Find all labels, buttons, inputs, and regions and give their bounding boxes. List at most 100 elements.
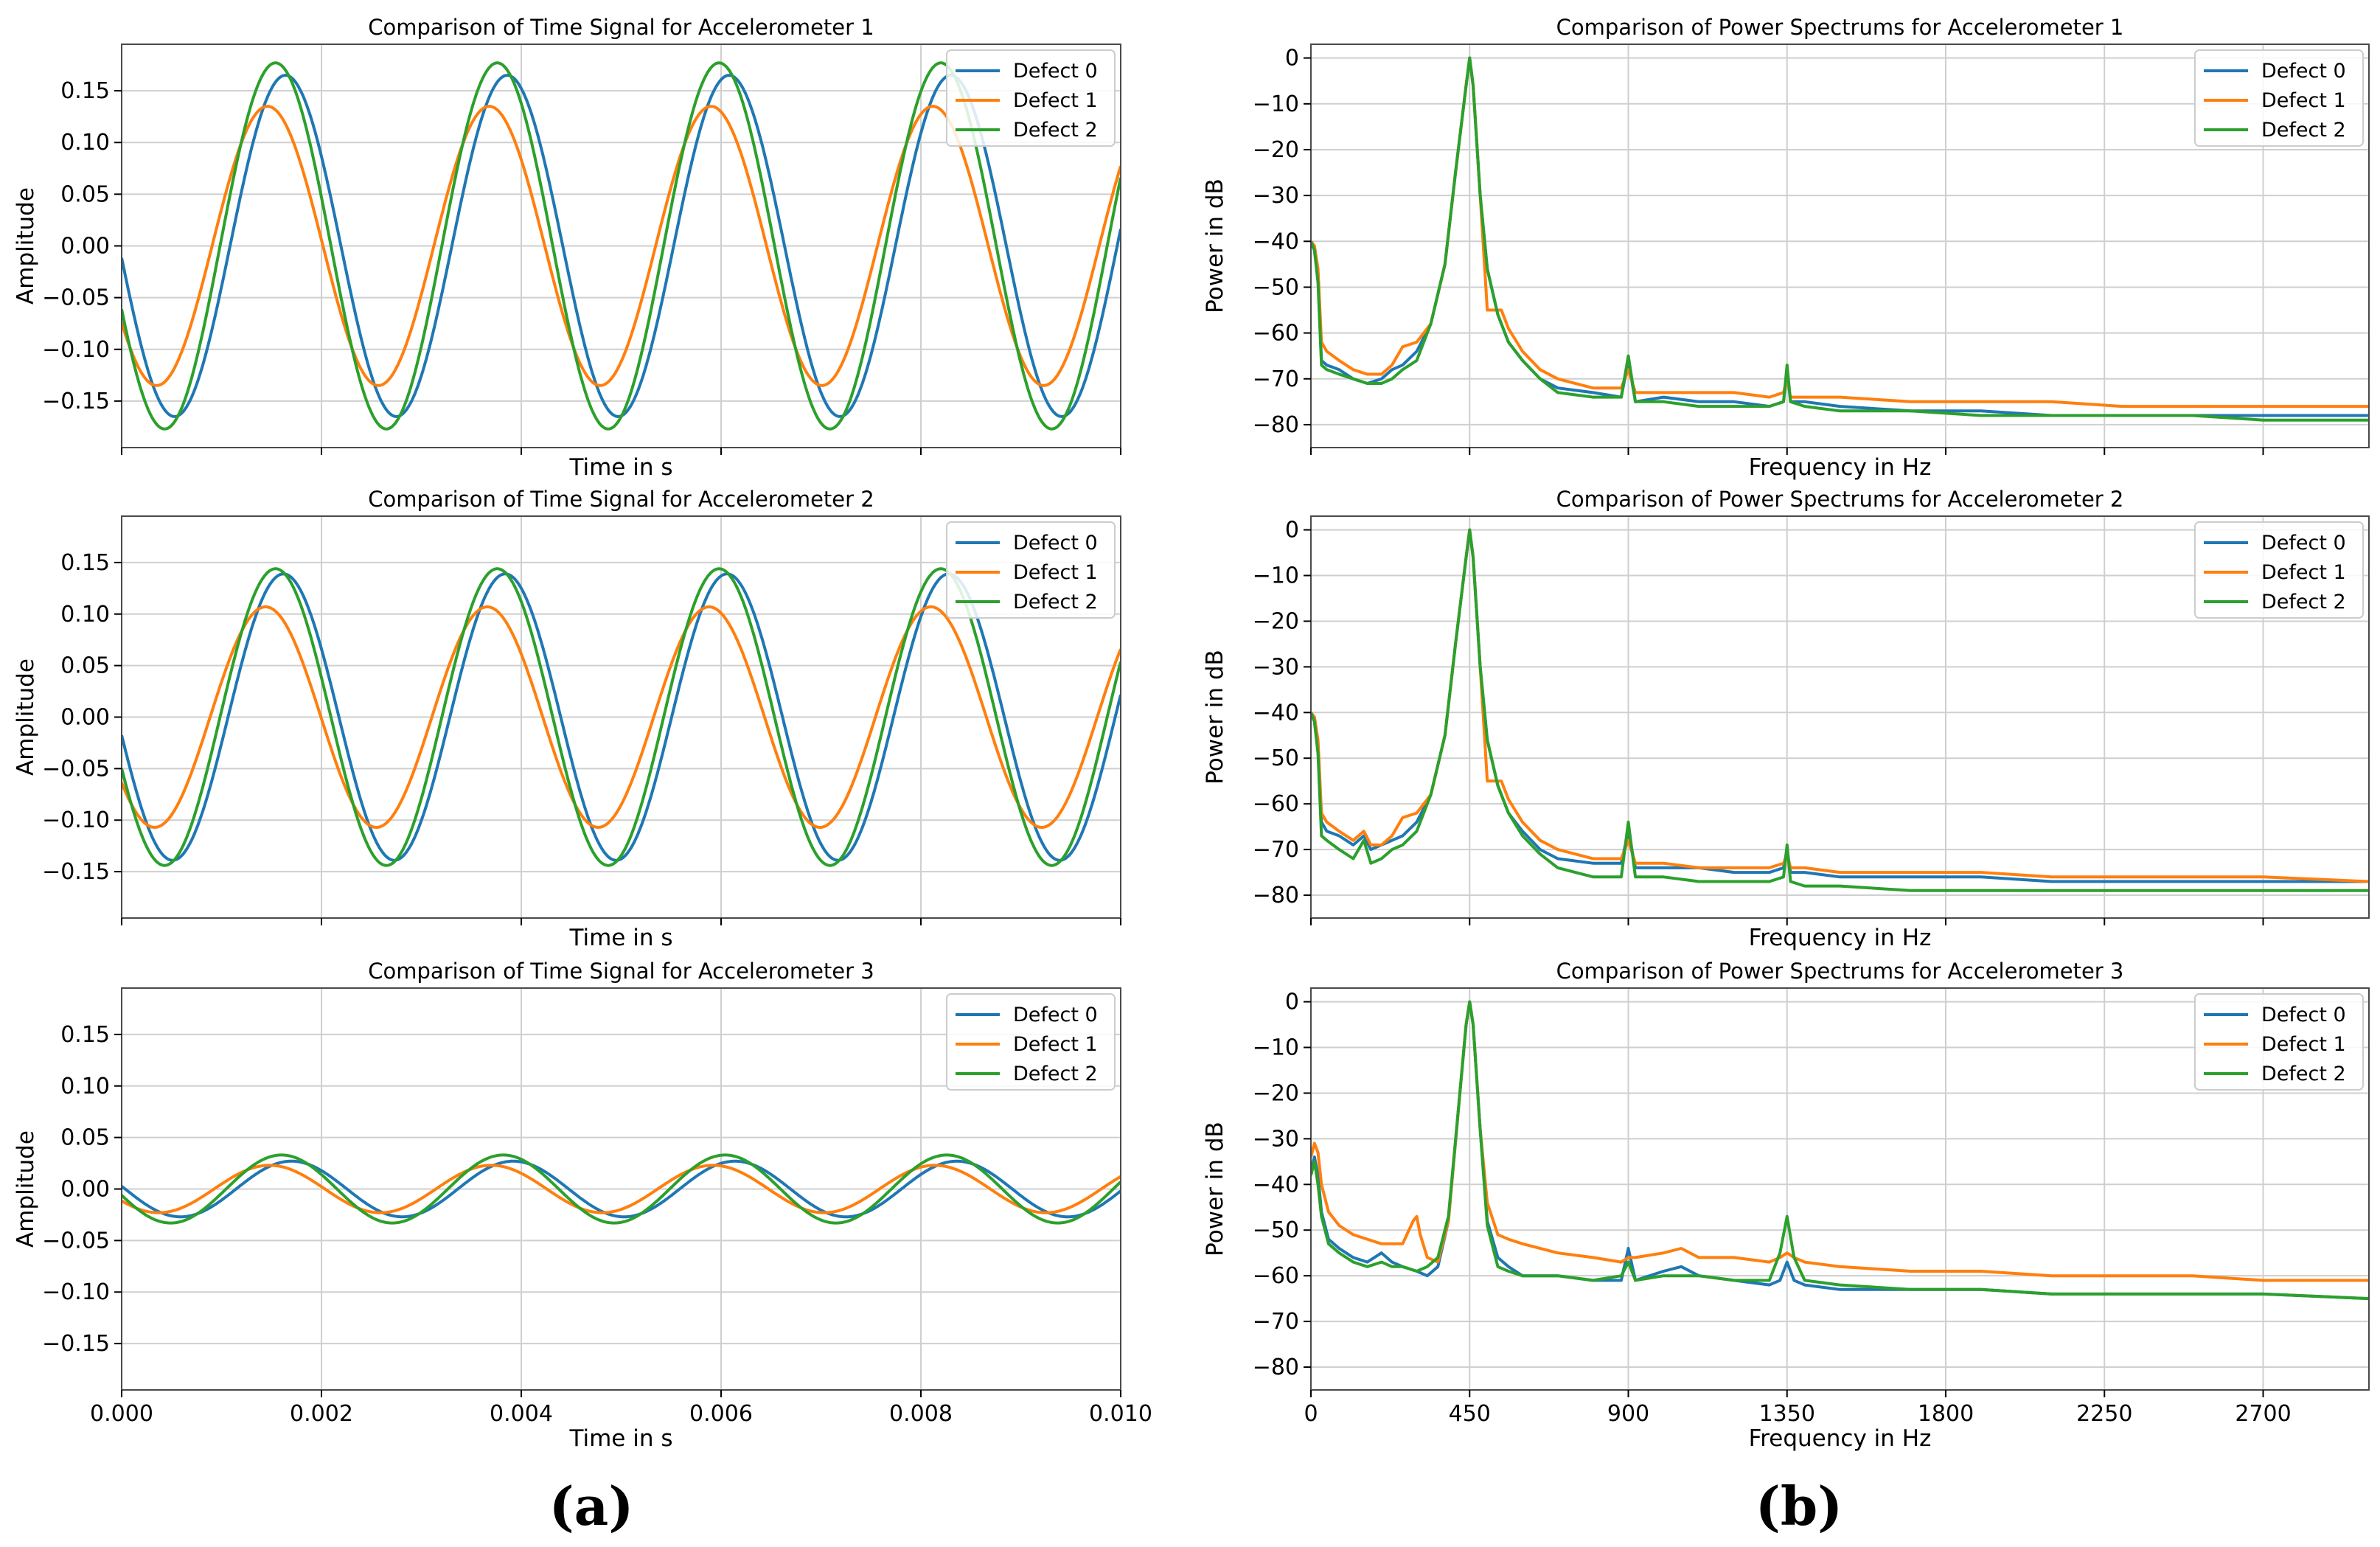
series-line-defect-1	[1311, 56, 2369, 409]
legend: Defect 0 Defect 1 Defect 2	[2194, 993, 2364, 1091]
legend-label-defect-0: Defect 0	[1013, 532, 1098, 555]
legend-box	[946, 993, 1116, 1091]
y-tick-label: −20	[1253, 1080, 1299, 1106]
y-tick-label: −80	[1253, 1355, 1299, 1380]
x-tick-label: 0.010	[1089, 1401, 1152, 1427]
axes-frame	[1310, 515, 2370, 919]
y-tick-label: −30	[1253, 654, 1299, 680]
legend-label-defect-0: Defect 0	[2261, 60, 2346, 83]
y-tick-label: −50	[1253, 1217, 1299, 1243]
y-tick-label: −0.05	[42, 756, 110, 782]
y-tick-label: −80	[1253, 412, 1299, 438]
legend-label-defect-1: Defect 1	[1013, 561, 1098, 584]
y-axis-label: Amplitude	[13, 187, 39, 305]
chart-title: Comparison of Power Spectrums for Accele…	[1556, 15, 2124, 40]
legend-box	[2194, 993, 2364, 1091]
y-tick-label: −60	[1253, 321, 1299, 347]
time-signal-accelerometer-3-chart: −0.15 −0.10 −0.05 0.00 0.05 0.10 0.15 0.000 0.00…	[13, 959, 1152, 1452]
series-line-defect-2	[122, 1153, 1121, 1225]
y-axis-label: Power in dB	[1202, 178, 1228, 313]
chart-title: Comparison of Time Signal for Accelerome…	[368, 487, 874, 512]
x-axis-label: Time in s	[569, 1425, 673, 1452]
legend-label-defect-2: Defect 2	[1013, 591, 1098, 613]
panel-label-b: (b)	[1756, 1475, 1843, 1537]
legend-label-defect-2: Defect 2	[2261, 119, 2346, 142]
legend-label-defect-0: Defect 0	[1013, 60, 1098, 83]
y-tick-label: −20	[1253, 608, 1299, 634]
x-tick-label: 1800	[1918, 1401, 1974, 1427]
y-tick-label: −0.15	[42, 389, 110, 414]
legend-label-defect-2: Defect 2	[2261, 1063, 2346, 1085]
y-tick-label: −80	[1253, 883, 1299, 908]
x-axis-label: Time in s	[569, 454, 673, 481]
power-spectrum-accelerometer-3-chart: −80 −70 −60 −50 −40 −30 −20 −10 0 0 450 900 1350 1800…	[1202, 959, 2370, 1452]
y-tick-label: −70	[1253, 837, 1299, 863]
series-line-defect-1	[122, 1164, 1121, 1214]
y-tick-label: −0.10	[42, 1279, 110, 1305]
y-tick-label: 0.10	[60, 602, 110, 628]
y-tick-label: −0.15	[42, 859, 110, 885]
y-tick-label: −10	[1253, 1035, 1299, 1061]
legend-label-defect-1: Defect 1	[1013, 89, 1098, 112]
y-tick-label: 0.00	[60, 234, 110, 260]
legend-label-defect-1: Defect 1	[2261, 1033, 2346, 1056]
series-line-defect-2	[1311, 1000, 2369, 1301]
axes-frame	[1310, 987, 2370, 1391]
y-tick-label: −10	[1253, 91, 1299, 117]
x-tick-label: 0.008	[889, 1401, 953, 1427]
power-spectrum-accelerometer-2-chart: −80 −70 −60 −50 −40 −30 −20 −10 0 Comparison of P…	[1202, 487, 2370, 951]
series-line-defect-1	[1311, 528, 2369, 883]
y-tick-label: −0.10	[42, 337, 110, 363]
y-tick-label: −0.05	[42, 1228, 110, 1254]
series-line-defect-2	[1311, 528, 2369, 892]
y-tick-label: −70	[1253, 1309, 1299, 1335]
plot-area	[1311, 44, 2369, 448]
y-tick-label: −60	[1253, 791, 1299, 817]
chart-title: Comparison of Time Signal for Accelerome…	[368, 15, 874, 40]
power-spectrum-accelerometer-1-chart: −80 −70 −60 −50 −40 −30 −20 −10 0 Comparison of P…	[1202, 15, 2370, 481]
y-tick-label: −40	[1253, 1172, 1299, 1197]
chart-title: Comparison of Power Spectrums for Accele…	[1556, 487, 2124, 512]
x-axis-label: Frequency in Hz	[1749, 454, 1932, 481]
legend-label-defect-0: Defect 0	[1013, 1004, 1098, 1026]
series-line-defect-1	[1311, 1000, 2369, 1282]
x-tick-label: 0.000	[90, 1401, 153, 1427]
legend: Defect 0 Defect 1 Defect 2	[946, 993, 1116, 1091]
y-tick-label: −20	[1253, 137, 1299, 163]
y-tick-label: −0.15	[42, 1331, 110, 1357]
time-signal-accelerometer-1-chart: −0.15 −0.10 −0.05 0.00 0.05 0.10 0.15 Compariso…	[13, 15, 1121, 481]
y-axis-label: Power in dB	[1202, 650, 1228, 785]
y-tick-label: 0.00	[60, 705, 110, 731]
y-axis-label: Amplitude	[13, 1130, 39, 1248]
y-tick-label: −50	[1253, 745, 1299, 771]
x-tick-label: 0.002	[290, 1401, 353, 1427]
y-axis-label: Amplitude	[13, 658, 39, 776]
legend-label-defect-1: Defect 1	[1013, 1033, 1098, 1056]
y-tick-label: −40	[1253, 700, 1299, 726]
legend-label-defect-2: Defect 2	[1013, 1063, 1098, 1085]
x-axis-label: Frequency in Hz	[1749, 1425, 1932, 1452]
y-tick-label: −0.05	[42, 285, 110, 311]
x-tick-label: 2250	[2076, 1401, 2132, 1427]
x-tick-label: 1350	[1759, 1401, 1815, 1427]
series-line-defect-2	[1311, 56, 2369, 422]
panel-label-a: (a)	[549, 1475, 634, 1537]
legend-box	[946, 49, 1116, 147]
y-tick-label: −30	[1253, 183, 1299, 209]
legend-label-defect-1: Defect 1	[2261, 89, 2346, 112]
series-line-defect-0	[1311, 1000, 2369, 1301]
legend-label-defect-1: Defect 1	[2261, 561, 2346, 584]
chart-title: Comparison of Time Signal for Accelerome…	[368, 959, 874, 984]
time-signal-accelerometer-2-chart: −0.15 −0.10 −0.05 0.00 0.05 0.10 0.15 Compariso…	[13, 487, 1121, 951]
x-tick-label: 0.004	[490, 1401, 553, 1427]
axes-frame	[1310, 44, 2370, 448]
y-tick-label: −70	[1253, 366, 1299, 392]
y-tick-label: 0.05	[60, 1125, 110, 1151]
x-tick-label: 450	[1449, 1401, 1491, 1427]
y-tick-label: 0.10	[60, 130, 110, 156]
y-tick-label: 0.15	[60, 78, 110, 104]
series-line-defect-0	[122, 1159, 1121, 1219]
legend-label-defect-2: Defect 2	[1013, 119, 1098, 142]
x-axis-label: Time in s	[569, 925, 673, 951]
y-tick-label: 0.05	[60, 181, 110, 207]
